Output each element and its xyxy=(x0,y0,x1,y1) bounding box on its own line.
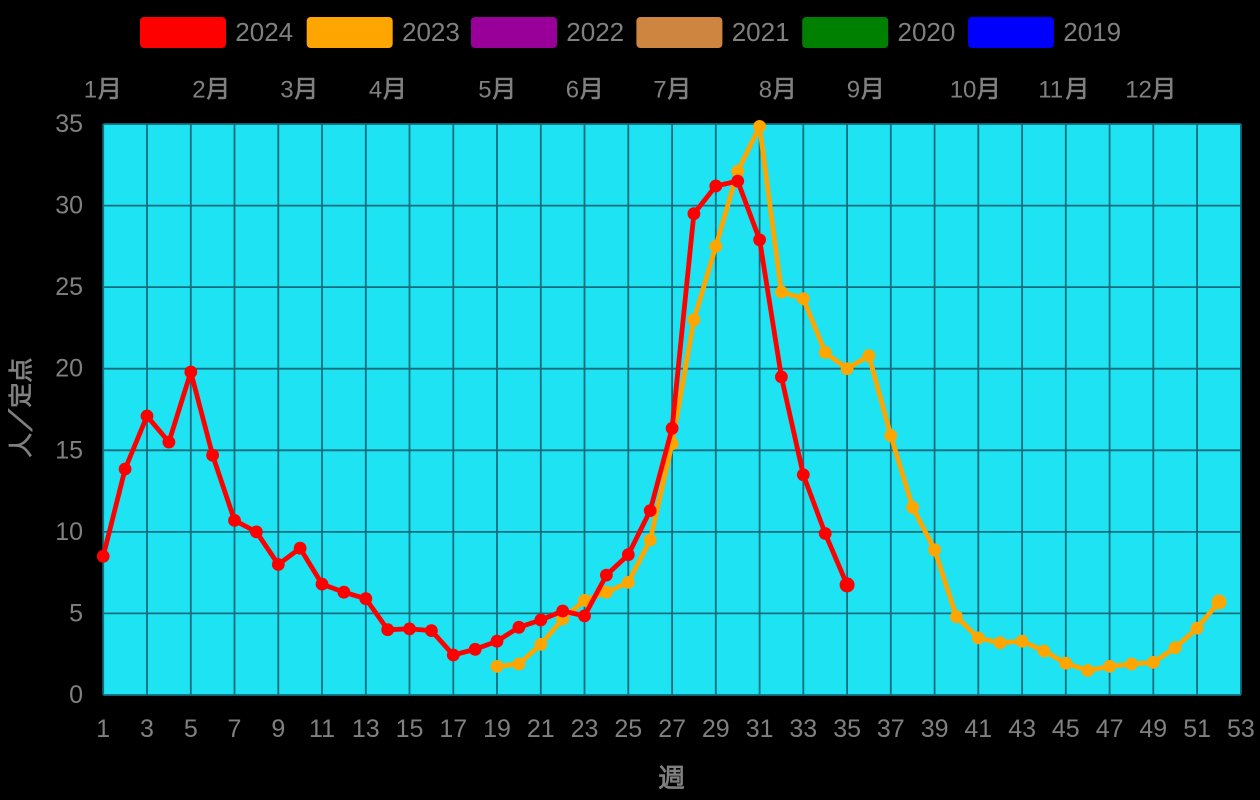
svg-text:2020: 2020 xyxy=(898,17,956,47)
svg-text:53: 53 xyxy=(1227,715,1255,743)
svg-text:11: 11 xyxy=(1038,77,1063,104)
svg-text:23: 23 xyxy=(571,715,599,743)
svg-text:35: 35 xyxy=(833,715,861,743)
svg-text:49: 49 xyxy=(1139,715,1167,743)
svg-text:3: 3 xyxy=(140,715,154,743)
svg-text:43: 43 xyxy=(1008,715,1036,743)
svg-text:31: 31 xyxy=(746,715,774,743)
svg-text:47: 47 xyxy=(1096,715,1124,743)
svg-text:27: 27 xyxy=(658,715,686,743)
svg-text:2021: 2021 xyxy=(732,17,790,47)
svg-text:12: 12 xyxy=(1125,77,1152,104)
svg-text:8: 8 xyxy=(759,77,772,104)
svg-text:29: 29 xyxy=(702,715,730,743)
svg-text:19: 19 xyxy=(483,715,511,743)
svg-text:2022: 2022 xyxy=(566,17,624,47)
svg-text:30: 30 xyxy=(55,192,83,220)
svg-text:10: 10 xyxy=(950,77,977,104)
svg-text:0: 0 xyxy=(69,681,83,709)
svg-text:13: 13 xyxy=(352,715,380,743)
svg-text:1: 1 xyxy=(96,715,110,743)
svg-text:5: 5 xyxy=(184,715,198,743)
svg-text:2019: 2019 xyxy=(1063,17,1121,47)
svg-text:2024: 2024 xyxy=(235,17,293,47)
svg-text:17: 17 xyxy=(439,715,467,743)
svg-text:25: 25 xyxy=(55,273,83,301)
svg-text:20: 20 xyxy=(55,355,83,383)
svg-text:10: 10 xyxy=(55,518,83,546)
svg-text:7: 7 xyxy=(228,715,242,743)
svg-text:5: 5 xyxy=(69,599,83,627)
svg-text:37: 37 xyxy=(877,715,905,743)
svg-text:35: 35 xyxy=(55,110,83,138)
svg-text:9: 9 xyxy=(271,715,285,743)
svg-text:7: 7 xyxy=(653,77,666,104)
svg-text:5: 5 xyxy=(478,77,491,104)
svg-text:11: 11 xyxy=(309,715,335,743)
svg-text:39: 39 xyxy=(921,715,949,743)
svg-text:33: 33 xyxy=(789,715,817,743)
svg-text:45: 45 xyxy=(1052,715,1080,743)
svg-text:9: 9 xyxy=(847,77,860,104)
svg-text:25: 25 xyxy=(614,715,642,743)
svg-text:15: 15 xyxy=(396,715,424,743)
svg-text:21: 21 xyxy=(527,715,555,743)
svg-text:1: 1 xyxy=(84,77,97,104)
svg-text:4: 4 xyxy=(369,77,382,104)
svg-text:41: 41 xyxy=(964,715,992,743)
svg-text:51: 51 xyxy=(1183,715,1211,743)
svg-text:2023: 2023 xyxy=(402,17,460,47)
svg-text:3: 3 xyxy=(280,77,293,104)
svg-text:6: 6 xyxy=(566,77,579,104)
svg-text:2: 2 xyxy=(192,77,205,104)
svg-text:15: 15 xyxy=(55,436,83,464)
